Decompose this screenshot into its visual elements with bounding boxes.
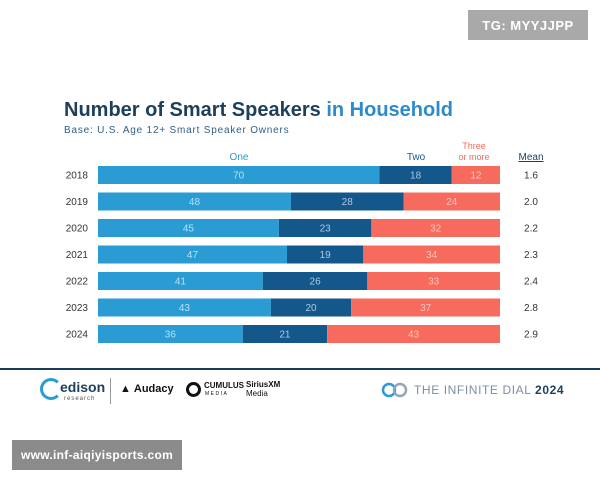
mean-value: 1.6 (524, 171, 538, 182)
audacy-icon: ▲ (120, 383, 131, 395)
bar-segment-2 (379, 166, 452, 184)
bar-segment-1 (98, 166, 380, 184)
data-label: 36 (165, 330, 177, 341)
chart-title: Number of Smart Speakers in Household (64, 99, 453, 122)
year-label: 2022 (66, 277, 89, 288)
infinite-dial-name: THE INFINITE DIAL (414, 383, 532, 397)
data-label: 41 (175, 277, 187, 288)
edison-subtitle: research (64, 396, 96, 402)
bar-segment-2 (278, 219, 372, 237)
bar-segment-1 (98, 245, 287, 264)
bar-segment-2 (242, 325, 328, 343)
mean-value: 2.8 (524, 303, 538, 314)
data-label: 28 (342, 197, 354, 208)
edison-research-logo: edison research (40, 378, 106, 406)
bar-segment-2 (270, 298, 352, 317)
data-label: 34 (426, 250, 438, 261)
website-watermark: www.inf-aiqiyisports.com (12, 440, 182, 470)
bar-segment-2 (290, 192, 404, 211)
audacy-name: Audacy (133, 383, 174, 395)
data-label: 19 (320, 250, 332, 261)
data-label: 48 (189, 197, 201, 208)
bar-segment-2 (262, 272, 368, 290)
bar-segment-3 (363, 245, 500, 264)
bar-segment-1 (98, 298, 271, 317)
cumulus-name: CUMULUS (204, 381, 244, 390)
chart-title-main: Number of Smart Speakers (64, 99, 321, 121)
sirius-subtitle: Media (246, 389, 268, 398)
chart-subtitle: Base: U.S. Age 12+ Smart Speaker Owners (64, 125, 290, 136)
data-label: 23 (320, 224, 332, 235)
siriusxm-media-logo: SiriusXM Media (246, 380, 296, 406)
legend-three-line1: Three (462, 141, 486, 151)
data-label: 43 (408, 330, 420, 341)
footer-divider (0, 368, 600, 370)
mean-value: 2.3 (524, 250, 538, 261)
data-label: 32 (430, 224, 442, 235)
mean-value: 2.9 (524, 330, 538, 341)
legend-three-line2: or more (458, 152, 489, 162)
audacy-logo: ▲ Audacy (120, 383, 174, 395)
infinite-dial-year: 2024 (535, 383, 565, 397)
cumulus-media-logo: CUMULUS MEDIA (186, 380, 244, 404)
data-label: 37 (420, 303, 432, 314)
logo-separator (110, 378, 111, 404)
bar-segment-1 (98, 219, 279, 237)
mean-value: 2.4 (524, 277, 538, 288)
data-label: 33 (428, 277, 440, 288)
chart-title-accent: in Household (326, 99, 453, 121)
year-label: 2021 (66, 250, 89, 261)
bar-segment-1 (98, 272, 263, 290)
year-label: 2024 (66, 330, 89, 341)
bar-segment-1 (98, 192, 291, 211)
data-label: 70 (233, 171, 245, 182)
sirius-name: SiriusXM (246, 380, 281, 389)
bar-segment-1 (98, 325, 243, 343)
legend-two: Two (407, 152, 426, 163)
cumulus-mark-icon (186, 382, 201, 397)
mean-value: 2.2 (524, 224, 538, 235)
cumulus-subtitle: MEDIA (205, 391, 229, 397)
data-label: 47 (187, 250, 199, 261)
mean-header: Mean (518, 152, 543, 163)
year-label: 2023 (66, 303, 89, 314)
bar-segment-3 (371, 219, 500, 237)
data-label: 18 (410, 171, 422, 182)
bar-segment-3 (451, 166, 500, 184)
infinite-dial-text: THE INFINITE DIAL 2024 (414, 383, 564, 397)
bar-segment-3 (327, 325, 500, 343)
infinity-icon (381, 382, 408, 398)
edison-mark-icon (40, 378, 62, 400)
watermark-badge: TG: MYYJJPP (468, 10, 588, 40)
bar-segment-3 (351, 298, 500, 317)
data-label: 26 (310, 277, 322, 288)
bar-segment-3 (367, 272, 500, 290)
edison-name: edison (60, 379, 106, 395)
data-label: 24 (446, 197, 458, 208)
mean-value: 2.0 (524, 197, 538, 208)
bar-segment-2 (286, 245, 364, 264)
data-label: 12 (470, 171, 482, 182)
data-label: 20 (305, 303, 317, 314)
data-label: 43 (179, 303, 191, 314)
bar-segment-3 (403, 192, 500, 211)
year-label: 2018 (66, 171, 89, 182)
legend-one: One (230, 152, 249, 163)
year-label: 2020 (66, 224, 89, 235)
data-label: 45 (183, 224, 195, 235)
data-label: 21 (279, 330, 291, 341)
year-label: 2019 (66, 197, 89, 208)
